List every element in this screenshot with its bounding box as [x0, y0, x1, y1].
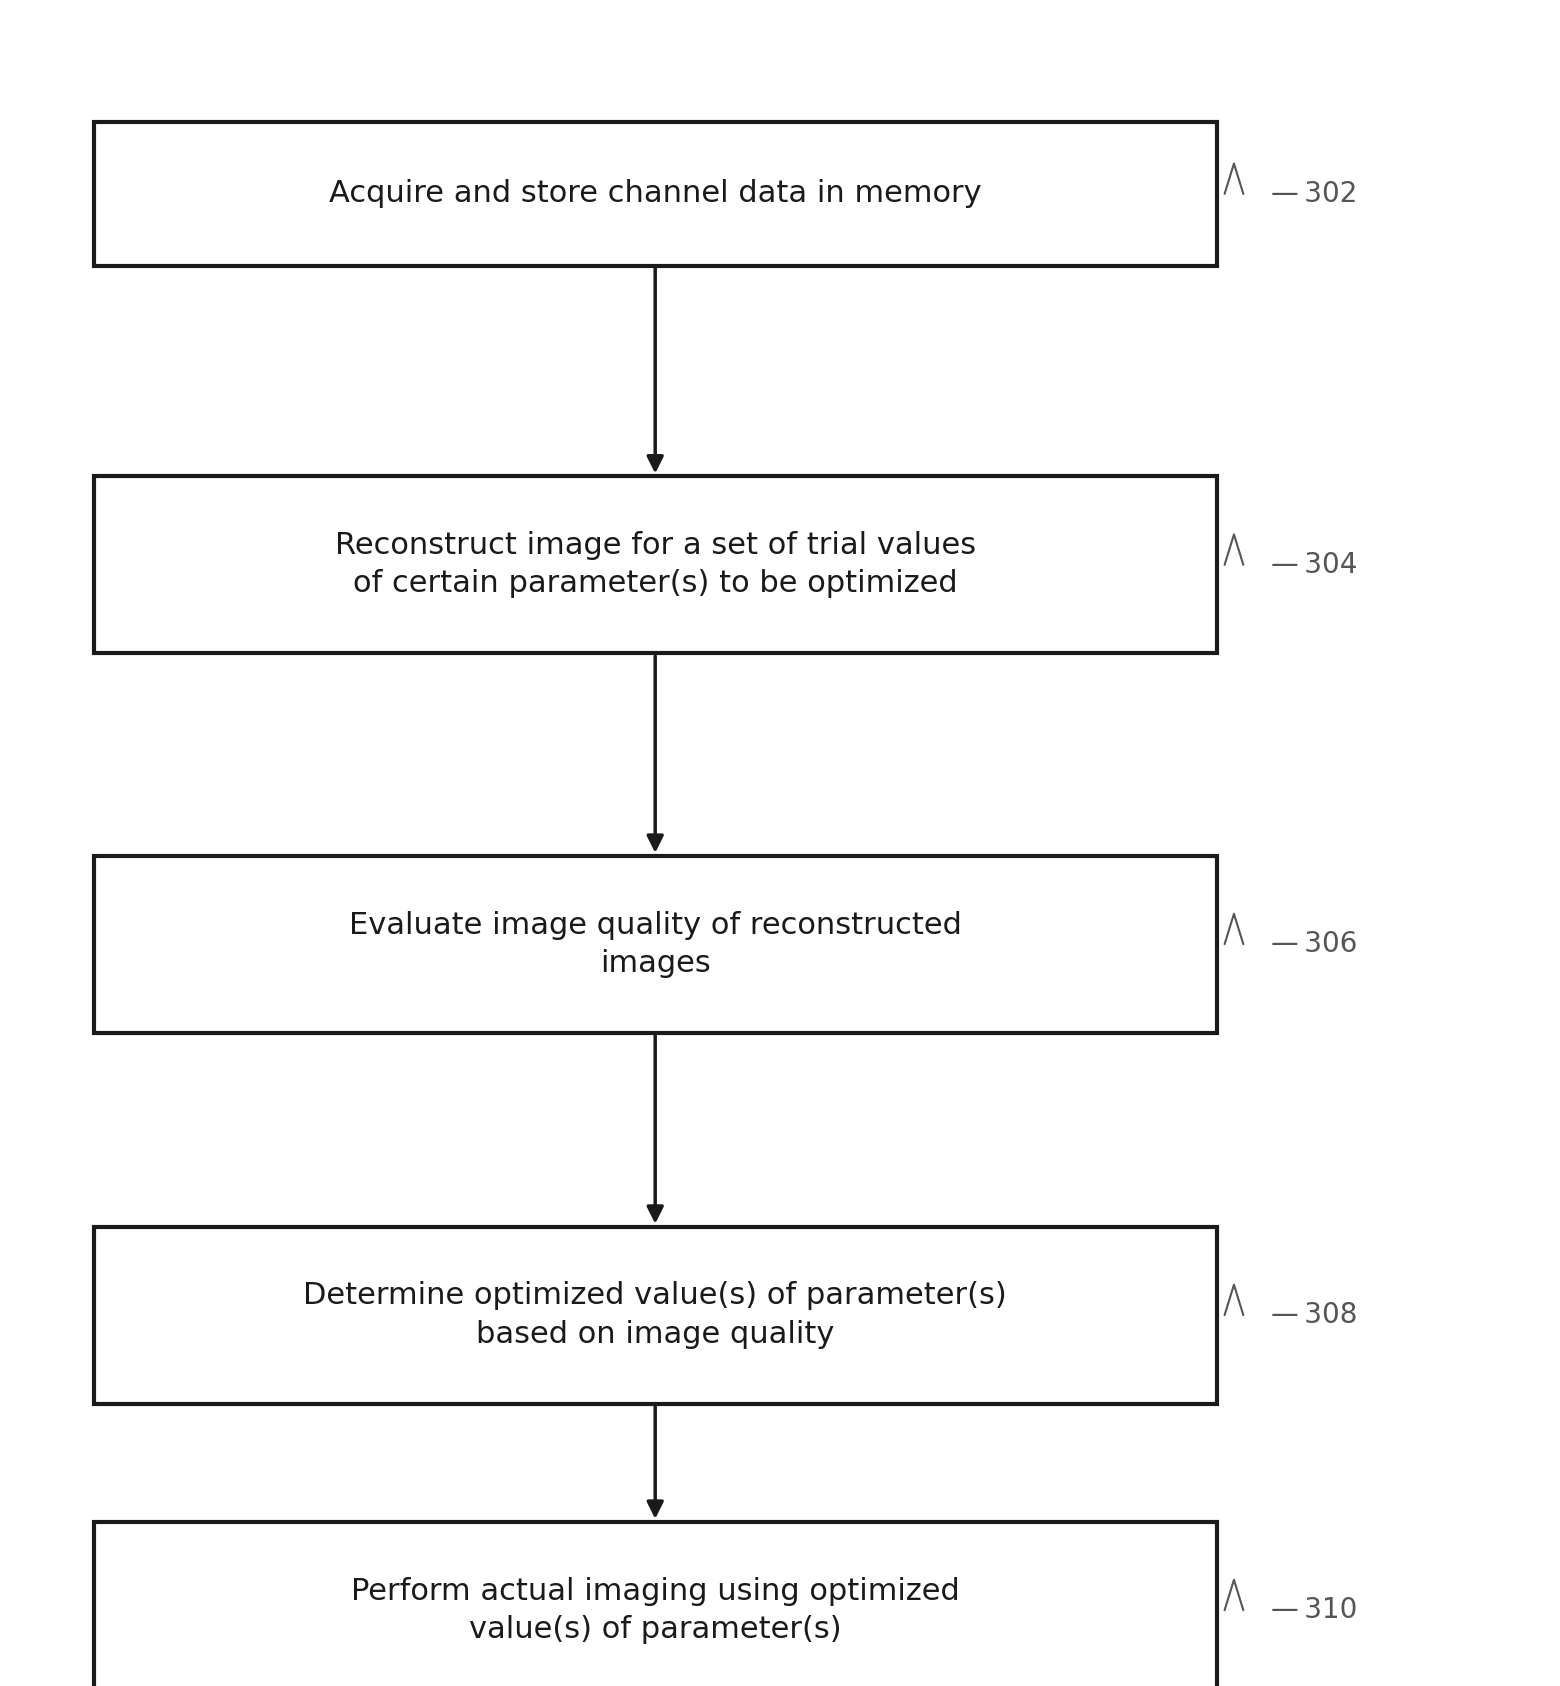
Text: — 306: — 306: [1271, 931, 1357, 958]
Text: Determine optimized value(s) of parameter(s)
based on image quality: Determine optimized value(s) of paramete…: [303, 1281, 1008, 1349]
Text: — 302: — 302: [1271, 180, 1357, 207]
Text: — 310: — 310: [1271, 1597, 1357, 1624]
Text: Reconstruct image for a set of trial values
of certain parameter(s) to be optimi: Reconstruct image for a set of trial val…: [335, 531, 975, 599]
Bar: [94, 121, 1217, 265]
Text: Evaluate image quality of reconstructed
images: Evaluate image quality of reconstructed …: [349, 910, 961, 978]
Bar: [94, 475, 1217, 652]
Text: — 304: — 304: [1271, 551, 1357, 578]
Bar: [94, 1521, 1217, 1686]
Text: Acquire and store channel data in memory: Acquire and store channel data in memory: [329, 179, 981, 209]
Bar: [94, 855, 1217, 1032]
Text: Perform actual imaging using optimized
value(s) of parameter(s): Perform actual imaging using optimized v…: [351, 1576, 959, 1644]
Bar: [94, 1226, 1217, 1403]
Text: — 308: — 308: [1271, 1302, 1357, 1329]
